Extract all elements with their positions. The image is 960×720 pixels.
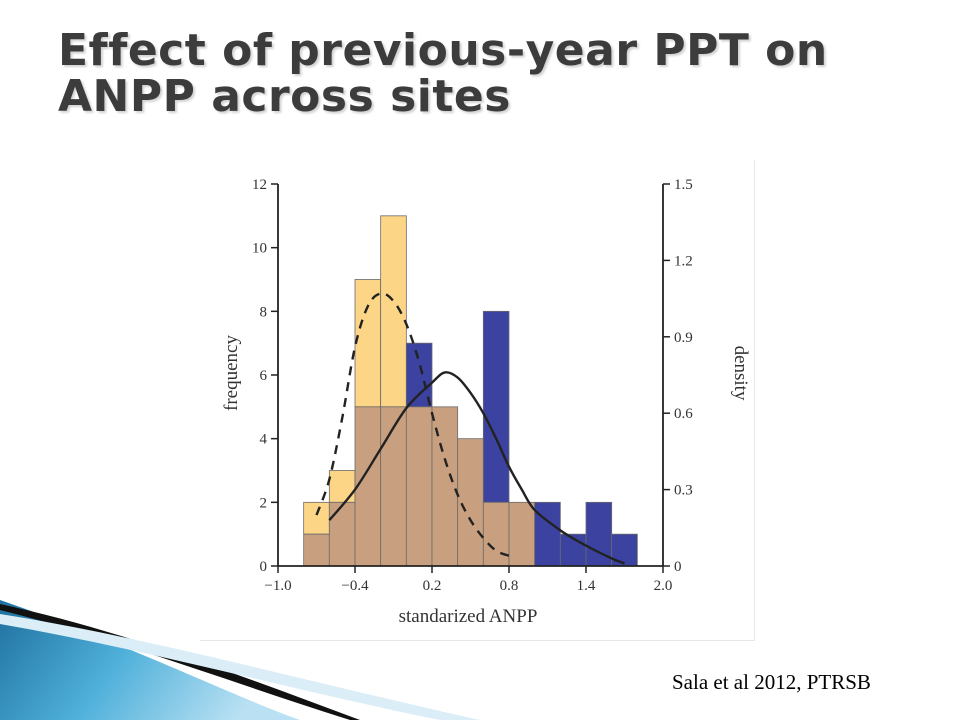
y-tick-label: 0 xyxy=(260,559,268,575)
histogram-bar-overlap xyxy=(354,406,382,567)
slide-title: Effect of previous-year PPT on ANPP acro… xyxy=(58,25,828,123)
x-axis-label: standarized ANPP xyxy=(399,606,538,627)
histogram-bar-blue xyxy=(534,501,561,567)
density-curve-dashed xyxy=(315,292,510,557)
x-tick-label: 0.8 xyxy=(500,578,519,594)
y2-tick-label: 1.5 xyxy=(674,177,693,193)
y2-axis-label: density xyxy=(730,346,751,401)
histogram-bar-overlap xyxy=(380,406,407,567)
x-tick-label: 0.2 xyxy=(423,578,442,594)
density-curves-layer xyxy=(315,292,625,565)
x-tick-label: 2.0 xyxy=(654,578,673,594)
histogram-bar-yellow xyxy=(328,470,356,503)
y2-tick-label: 0.6 xyxy=(674,406,693,422)
y2-tick-label: 0.3 xyxy=(674,483,693,499)
x-tick-label: −1.0 xyxy=(264,578,291,594)
histogram-bar-overlap xyxy=(405,406,433,567)
y-tick-label: 4 xyxy=(260,432,268,448)
histogram-bar-yellow xyxy=(380,215,407,408)
y-tick-label: 12 xyxy=(252,177,267,193)
x-tick-label: 1.4 xyxy=(577,578,596,594)
histogram-figure: 0 2 4 6 8 10 12 0 0.3 0.6 0.9 1.2 1.5 −1.0 −0.4 0.2 0.8 1… xyxy=(200,160,755,641)
x-tick-label: −0.4 xyxy=(341,578,369,594)
y2-tick-label: 0.9 xyxy=(674,330,693,346)
density-curve-solid xyxy=(328,371,625,565)
histogram-bar-overlap xyxy=(457,438,484,567)
histogram-bar-overlap xyxy=(508,501,536,567)
corner-swoosh-decoration xyxy=(0,600,480,720)
y-tick-label: 8 xyxy=(260,304,268,320)
histogram-bar-yellow xyxy=(303,501,330,535)
y-axis-label: frequency xyxy=(221,335,242,411)
axes-layer: 0 2 4 6 8 10 12 0 0.3 0.6 0.9 1.2 1.5 −1.0 −0.4 0.2 0.8 1… xyxy=(252,177,693,594)
y-tick-label: 6 xyxy=(260,368,268,384)
histogram-bar-overlap xyxy=(328,501,356,567)
bars-layer xyxy=(303,215,638,567)
histogram-bar-yellow xyxy=(354,279,382,408)
histogram-bar-blue xyxy=(482,310,510,503)
y-tick-label: 2 xyxy=(260,495,268,511)
y2-tick-label: 0 xyxy=(674,559,682,575)
y-tick-label: 10 xyxy=(252,241,267,257)
histogram-bar-overlap xyxy=(303,533,330,567)
y2-tick-label: 1.2 xyxy=(674,253,693,269)
histogram-bar-overlap xyxy=(482,501,510,567)
swoosh-pale-stroke xyxy=(0,614,480,720)
histogram-bar-blue xyxy=(559,533,587,567)
citation-text: Sala et al 2012, PTRSB xyxy=(672,670,871,694)
histogram-chart: 0 2 4 6 8 10 12 0 0.3 0.6 0.9 1.2 1.5 −1.0 −0.4 0.2 0.8 1… xyxy=(221,177,751,627)
